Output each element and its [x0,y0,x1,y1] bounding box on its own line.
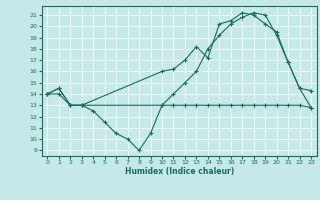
X-axis label: Humidex (Indice chaleur): Humidex (Indice chaleur) [124,167,234,176]
